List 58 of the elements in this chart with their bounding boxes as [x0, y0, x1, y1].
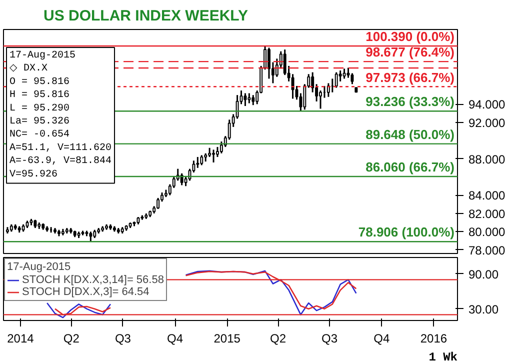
x-tick-label: Q2	[270, 332, 286, 346]
ref-line-label: 89.648 (50.0%)	[366, 126, 455, 142]
y-tick-label: 88.000	[468, 152, 506, 166]
candlestick	[200, 154, 204, 166]
x-tick-label: 2014	[7, 332, 34, 346]
candlestick	[346, 66, 350, 79]
annotation: A=-63.9, V=81.844	[10, 156, 112, 168]
annotation: ◇ DX.X	[10, 64, 48, 75]
candlestick	[196, 156, 200, 169]
candlestick	[311, 72, 314, 94]
candlestick	[212, 148, 216, 164]
candlestick	[208, 147, 212, 158]
candlestick	[291, 73, 294, 100]
x-tick-label: Q4	[374, 332, 390, 346]
y-tick-label: 82.000	[468, 206, 506, 221]
candlestick	[342, 68, 346, 80]
y-tick-label: 30.00	[468, 302, 499, 316]
annotation: L = 95.290	[10, 103, 70, 114]
candlestick	[156, 197, 160, 210]
legend-label: STOCH K[DX.X,3,14]= 56.58	[22, 274, 164, 286]
candlestick	[244, 92, 247, 107]
annotation: H = 95.816	[10, 90, 70, 102]
legend-title: 17-Aug-2015	[7, 261, 72, 273]
y-tick-label: 78.000	[468, 243, 506, 258]
ref-line-label: 86.060 (66.7%)	[366, 159, 455, 174]
candlestick	[268, 46, 270, 80]
legend-label: STOCH D[DX.X,3]= 64.54	[22, 286, 150, 298]
y-tick-label: 90.00	[468, 267, 499, 282]
ref-line-label: 93.236 (33.3%)	[366, 94, 455, 110]
x-tick-label: 2015	[214, 332, 241, 346]
x-tick-label: 2016	[420, 332, 448, 346]
x-tick-label: Q3	[114, 332, 132, 346]
annotation: O = 95.816	[10, 76, 70, 88]
annotation: V=95.926	[10, 169, 58, 180]
annotation: 17-Aug-2015	[10, 50, 76, 62]
x-tick-label: Q4	[167, 332, 184, 346]
y-tick-label: 92.000	[468, 116, 506, 130]
ref-line-label: 100.390 (0.0%)	[366, 28, 455, 44]
y-tick-label: 94.000	[468, 98, 506, 112]
x-tick-label: Q2	[63, 332, 80, 346]
candlestick	[89, 230, 92, 242]
candlestick	[334, 72, 338, 89]
candlestick	[338, 70, 342, 82]
y-tick-label: 84.000	[468, 188, 506, 203]
annotation: A=51.1, V=111.620	[10, 142, 112, 154]
candlestick	[248, 92, 251, 104]
annotation: La= 95.326	[10, 116, 70, 128]
text: 1 Wk	[428, 350, 458, 364]
ref-line-label: 97.973 (66.7%)	[366, 70, 455, 85]
candlestick	[319, 90, 322, 110]
ref-line-label: 78.906 (100.0%)	[358, 224, 454, 240]
candlestick	[326, 82, 330, 98]
y-tick-label: 80.000	[468, 225, 506, 240]
chart-title: US DOLLAR INDEX WEEKLY	[44, 8, 248, 24]
ref-line-label: 98.677 (76.4%)	[366, 44, 455, 60]
candlestick	[252, 94, 255, 106]
annotation: NC= -0.654	[10, 130, 70, 141]
x-tick-label: Q3	[322, 332, 338, 346]
